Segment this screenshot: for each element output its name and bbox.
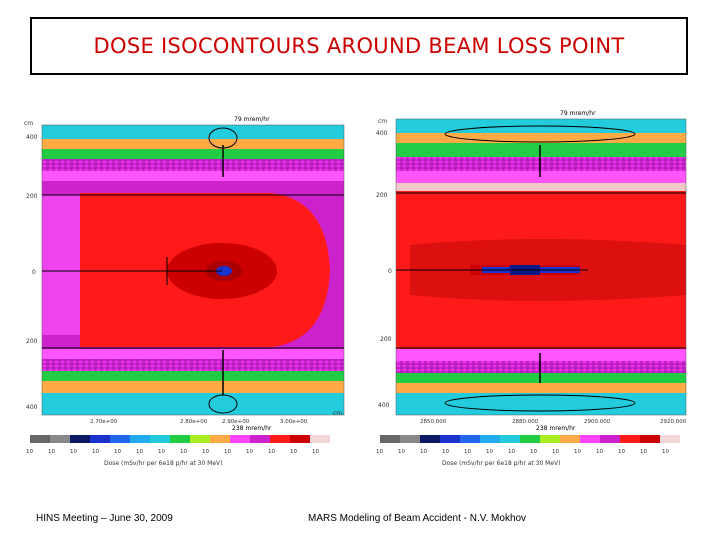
left-dose-map (41, 124, 345, 416)
left-y-tick: 200 (26, 338, 38, 345)
left-scale-label: 10 (202, 449, 209, 455)
left-x-tick: 2.80e+00 (180, 419, 208, 425)
right-color-scale (380, 435, 680, 443)
right-x-tick: 2850.000 (420, 419, 447, 425)
right-scale-label: 10 (574, 449, 581, 455)
left-x-tick: 2.90e+00 (222, 419, 250, 425)
footer-left: HINS Meeting – June 30, 2009 (36, 513, 173, 524)
left-scale-caption: Dose (mSv/hr per 6e18 p/hr at 30 MeV) (104, 460, 222, 467)
right-scale-label: 10 (420, 449, 427, 455)
left-scale-label: 10 (70, 449, 77, 455)
left-scale-label: 10 (290, 449, 297, 455)
left-scale-label: 10 (48, 449, 55, 455)
right-scale-caption: Dose (mSv/hr per 6e18 p/hr at 30 MeV) (442, 460, 560, 467)
right-dose-map-figure: cm 400 200 0 200 400 79 mrem/hr 238 mrem… (376, 110, 687, 467)
left-x-tick: 3.00e+00 (280, 419, 308, 425)
left-scale-label: 10 (224, 449, 231, 455)
right-scale-label: 10 (508, 449, 515, 455)
right-scale-label: 10 (618, 449, 625, 455)
left-scale-label: 10 (246, 449, 253, 455)
right-dose-map (395, 118, 687, 416)
right-top-contour-label: 79 mrem/hr (560, 110, 596, 117)
left-scale-label: 10 (312, 449, 319, 455)
left-scale-label: 10 (92, 449, 99, 455)
left-color-scale (30, 435, 330, 443)
left-scale-label: 10 (114, 449, 121, 455)
right-x-tick: 2900.000 (584, 419, 611, 425)
slide-title: DOSE ISOCONTOURS AROUND BEAM LOSS POINT (93, 34, 625, 58)
left-unit-label-x: cm (333, 410, 342, 417)
left-x-tick: 2.70e+00 (90, 419, 118, 425)
right-scale-label: 10 (596, 449, 603, 455)
right-scale-label: 10 (398, 449, 405, 455)
right-y-tick: 400 (376, 130, 388, 137)
right-bottom-contour-label: 238 mrem/hr (536, 425, 576, 432)
right-scale-label: 10 (552, 449, 559, 455)
right-scale-label: 10 (640, 449, 647, 455)
right-scale-label: 10 (442, 449, 449, 455)
footer-center: MARS Modeling of Beam Accident - N.V. Mo… (308, 513, 527, 524)
left-top-contour-label: 79 mrem/hr (234, 116, 270, 123)
left-y-tick: 400 (26, 404, 38, 411)
right-scale-label: 10 (662, 449, 669, 455)
left-unit-label: cm (24, 120, 33, 127)
left-y-tick: 0 (32, 269, 36, 276)
left-y-tick: 200 (26, 193, 38, 200)
left-scale-label: 10 (158, 449, 165, 455)
right-unit-label: cm (378, 118, 387, 125)
left-scale-label: 10 (136, 449, 143, 455)
right-y-tick: 200 (376, 192, 388, 199)
right-scale-label: 10 (530, 449, 537, 455)
right-y-tick: 200 (380, 336, 392, 343)
right-x-tick: 2880.000 (512, 419, 539, 425)
right-y-tick: 0 (388, 268, 392, 275)
left-dose-map-figure: cm 400 200 0 200 400 cm 79 mrem/hr 238 m… (24, 116, 345, 467)
left-scale-label: 10 (268, 449, 275, 455)
left-bottom-contour-label: 238 mrem/hr (232, 425, 272, 432)
right-scale-label: 10 (486, 449, 493, 455)
right-x-tick: 2920.000 (660, 419, 687, 425)
left-scale-label: 10 (26, 449, 33, 455)
right-scale-label: 10 (464, 449, 471, 455)
right-scale-label: 10 (376, 449, 383, 455)
left-y-tick: 400 (26, 134, 38, 141)
right-y-tick: 400 (378, 402, 390, 409)
left-scale-label: 10 (180, 449, 187, 455)
title-box: DOSE ISOCONTOURS AROUND BEAM LOSS POINT (30, 17, 688, 75)
